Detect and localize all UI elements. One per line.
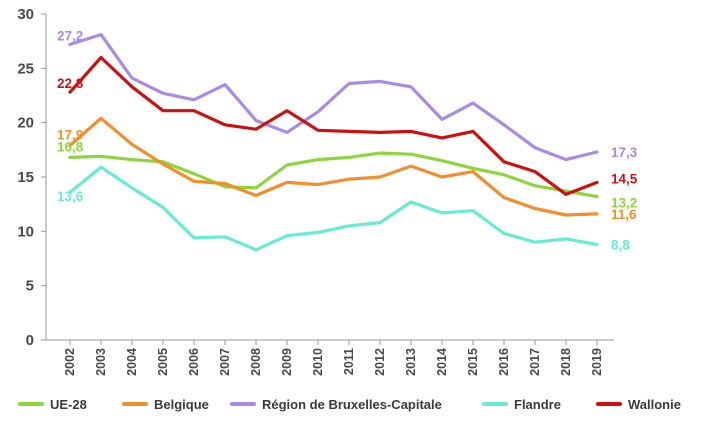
legend-item: UE-28 — [18, 397, 87, 412]
x-tick-label: 2013 — [404, 348, 418, 376]
x-tick-label: 2006 — [187, 348, 201, 376]
x-tick-label: 2018 — [559, 348, 573, 376]
x-tick-label: 2008 — [249, 348, 263, 376]
x-tick-label: 2017 — [528, 348, 542, 376]
x-tick-label: 2003 — [94, 348, 108, 376]
end-value-label: 11,6 — [611, 207, 637, 222]
y-tick-label: 10 — [17, 223, 34, 240]
x-tick-label: 2009 — [280, 348, 294, 376]
x-tick-label: 2012 — [373, 348, 387, 376]
y-tick-label: 30 — [17, 6, 34, 23]
legend-item: Wallonie — [596, 397, 681, 412]
start-value-label: 22,8 — [57, 76, 84, 91]
x-tick-label: 2005 — [156, 348, 170, 376]
series-lines — [68, 32, 599, 252]
x-tick-label: 2015 — [466, 348, 480, 376]
y-tick-label: 15 — [17, 169, 34, 186]
start-value-label: 17,9 — [57, 127, 83, 142]
end-value-label: 13,2 — [611, 196, 637, 211]
legend: UE-28 Belgique Région de Bruxelles-Capital… — [18, 397, 681, 412]
end-value-label: 8,8 — [611, 237, 630, 252]
start-value-label: 27,2 — [57, 28, 83, 43]
legend-label: Wallonie — [628, 397, 681, 412]
y-tick-label: 25 — [17, 60, 34, 77]
legend-item: Flandre — [482, 397, 561, 412]
series-line-0 — [68, 151, 599, 199]
x-tick-label: 2014 — [435, 348, 449, 376]
series-line-2 — [68, 32, 599, 162]
start-value-label: 16,8 — [57, 139, 84, 154]
data-labels: 16,8 13,2 17,9 11,6 27,2 17,3 13,6 8,8 22,8 14,5 — [57, 28, 638, 252]
legend-label: Belgique — [154, 397, 209, 412]
x-tick-label: 2004 — [125, 348, 139, 376]
x-tick-label: 2019 — [590, 348, 604, 376]
y-tick-label: 5 — [26, 278, 34, 295]
x-tick-label: 2007 — [218, 348, 232, 376]
series-line-4 — [68, 55, 599, 196]
y-tick-label: 0 — [26, 332, 34, 349]
legend-item: Belgique — [122, 397, 209, 412]
x-tick-label: 2011 — [342, 348, 356, 375]
legend-item: Région de Bruxelles-Capitale — [230, 397, 442, 412]
end-value-label: 14,5 — [611, 171, 638, 186]
series-line-3 — [68, 165, 599, 252]
x-tick-label: 2010 — [311, 348, 325, 376]
start-value-label: 13,6 — [57, 189, 84, 204]
legend-label: UE-28 — [50, 397, 87, 412]
series-line-1 — [68, 116, 599, 217]
x-tick-label: 2016 — [497, 348, 511, 376]
x-tick-label: 2002 — [63, 348, 77, 376]
end-value-label: 17,3 — [611, 145, 638, 160]
legend-label: Flandre — [514, 397, 561, 412]
legend-label: Région de Bruxelles-Capitale — [262, 397, 442, 412]
axes: 0 5 10 15 20 25 30 2002 2003 2004 2005 2006 2007 2008… — [17, 6, 614, 376]
y-tick-label: 20 — [17, 115, 34, 132]
